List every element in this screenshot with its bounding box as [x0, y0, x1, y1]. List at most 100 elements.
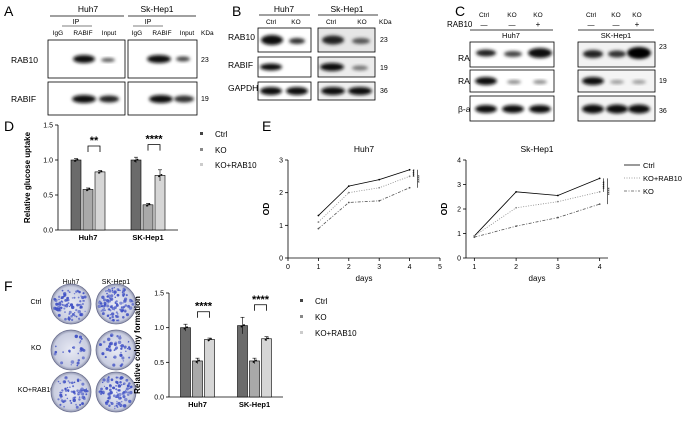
- series-line-ko-rab10: [474, 191, 600, 237]
- panel-c-sign-4: —: [588, 22, 595, 29]
- colony: [112, 319, 115, 322]
- blot-band: [529, 105, 551, 113]
- colony: [78, 398, 81, 401]
- colony: [76, 361, 80, 365]
- data-point: [347, 191, 350, 194]
- panel-c-lane-ctrl-1: Ctrl: [479, 12, 490, 19]
- panel-e-huh7-chart: 0 1 2 3 0 1 2 3 4 5 Huh7 days OD ********: [261, 144, 442, 283]
- blot-band: [320, 63, 344, 71]
- panel-a-lane-rabif-2: RABIF: [152, 30, 171, 37]
- data-point: [195, 361, 198, 363]
- panel-d-legend-ctrl: Ctrl: [215, 130, 228, 139]
- colony: [126, 348, 129, 350]
- colony: [111, 287, 114, 290]
- colony: [85, 393, 88, 396]
- panel-b-lane-ctrl-1: Ctrl: [266, 19, 277, 26]
- bar-ctrl: [237, 325, 248, 398]
- panel-letter-e: E: [262, 118, 271, 134]
- data-point: [148, 203, 151, 206]
- colony: [115, 380, 119, 384]
- colony: [111, 305, 113, 307]
- significance-label: ****: [603, 181, 609, 189]
- colony: [69, 399, 72, 402]
- blot-band: [504, 51, 522, 57]
- data-point: [198, 359, 200, 362]
- colony: [109, 388, 112, 392]
- x-tick-label: Huh7: [188, 400, 207, 409]
- colony: [68, 349, 71, 353]
- series-line-ko: [474, 203, 600, 238]
- colony: [67, 317, 71, 321]
- blot-band: [174, 95, 194, 103]
- blot-band: [582, 77, 604, 85]
- data-point: [136, 158, 139, 161]
- colony: [79, 313, 82, 317]
- panel-b-kda-36: 36: [380, 88, 388, 95]
- blot-band: [583, 50, 603, 58]
- series-line-ko: [318, 187, 410, 229]
- colony: [68, 312, 71, 315]
- colony: [115, 346, 119, 350]
- panel-c-sign-5: —: [613, 22, 620, 29]
- colony: [104, 309, 107, 312]
- colony: [61, 300, 64, 303]
- y-tick-label: 0.5: [43, 193, 53, 200]
- colony: [70, 364, 73, 366]
- y-axis-label: OD: [261, 203, 271, 216]
- colony: [64, 389, 68, 392]
- colony: [122, 316, 125, 319]
- panel-letter-c: C: [455, 3, 465, 19]
- colony: [119, 353, 123, 357]
- panel-b-lane-ko-1: KO: [291, 19, 300, 26]
- colony: [80, 387, 84, 392]
- panel-a-kda-23: 23: [201, 57, 209, 64]
- colony: [56, 307, 61, 312]
- colony: [121, 292, 126, 297]
- colony: [77, 296, 80, 299]
- colony: [111, 289, 114, 292]
- colony: [73, 296, 76, 299]
- panel-a-kda-19: 19: [201, 96, 209, 103]
- chart-title: Sk-Hep1: [520, 144, 553, 154]
- colony: [109, 314, 111, 316]
- blot-band: [289, 38, 305, 44]
- colony: [82, 299, 85, 302]
- colony: [57, 295, 61, 299]
- panel-a-blots: Huh7 Sk-Hep1 IP IP IgG RABIF Input IgG R…: [11, 4, 214, 116]
- x-tick-label: SK-Hep1: [239, 400, 270, 409]
- panel-e-legend-rescue: KO+RAB10: [643, 174, 682, 183]
- plate-dish: [50, 329, 92, 371]
- panel-b-kda-header: KDa: [379, 19, 392, 26]
- colony: [102, 340, 106, 344]
- colony: [98, 390, 101, 393]
- colony: [80, 295, 82, 297]
- data-point: [264, 338, 267, 341]
- panel-e-hep-chart: 0 1 2 3 4 1 2 3 4 Sk-Hep1 days OD ********: [439, 144, 614, 283]
- blot-band: [147, 55, 171, 63]
- panel-d-glucose-chart: 0.0 0.5 1.0 1.5 Relative glucose uptake ** Huh…: [23, 123, 178, 242]
- colony: [131, 303, 135, 306]
- blot-band: [476, 49, 496, 57]
- panel-letter-f: F: [4, 278, 13, 294]
- colony: [97, 304, 102, 309]
- panel-a-ip-label-huh7: IP: [73, 19, 80, 26]
- colony: [120, 384, 123, 386]
- colony: [125, 294, 128, 297]
- colony-plate: [95, 283, 137, 325]
- colony: [126, 384, 130, 388]
- x-tick-label: Huh7: [79, 233, 98, 242]
- blot-band: [101, 58, 115, 62]
- colony: [57, 313, 61, 317]
- colony: [54, 307, 58, 311]
- colony: [63, 307, 66, 310]
- bar-ko-rab10: [94, 171, 106, 231]
- data-point: [473, 236, 476, 239]
- colony: [111, 307, 115, 311]
- panel-f-col-hep: SK-Hep1: [102, 279, 131, 286]
- colony: [123, 288, 127, 292]
- colony: [110, 298, 112, 301]
- colony: [125, 313, 130, 317]
- colony: [102, 378, 106, 382]
- bar-ko: [249, 360, 260, 398]
